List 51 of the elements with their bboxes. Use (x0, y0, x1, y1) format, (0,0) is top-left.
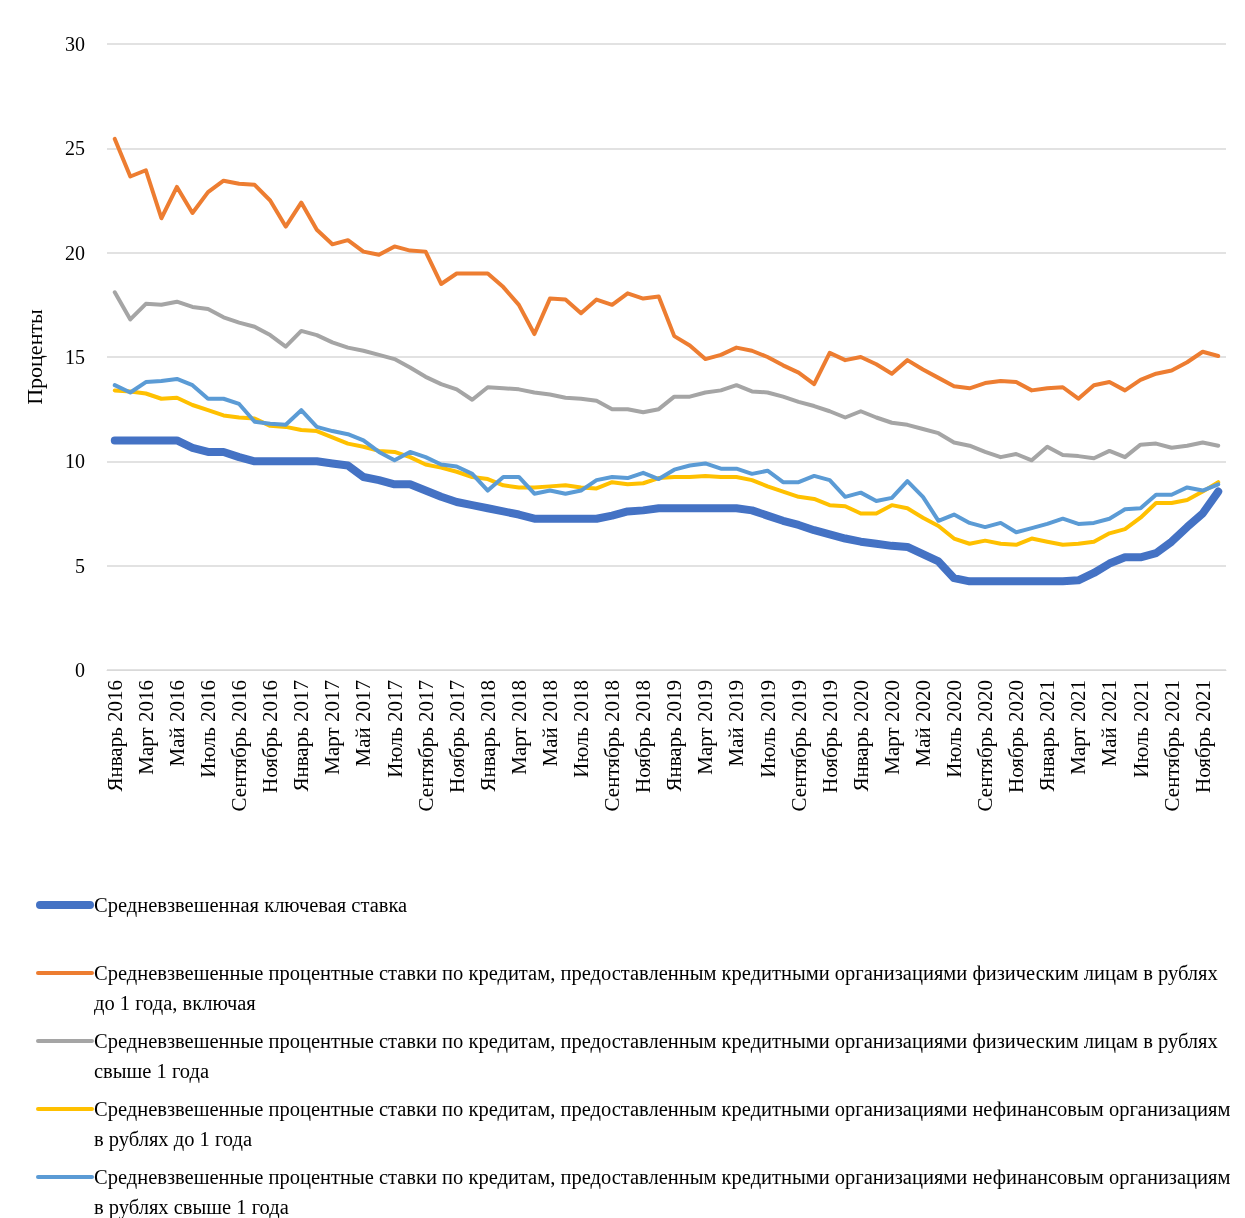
x-tick-label: Март 2019 (693, 680, 718, 775)
y-tick-label: 0 (75, 659, 85, 681)
x-tick-label: Январь 2017 (289, 680, 314, 792)
y-tick-label: 10 (65, 450, 85, 473)
x-tick-label: Июль 2019 (755, 680, 780, 778)
legend-label: Средневзвешенные процентные ставки по кредитам, предоставленным кредитными организациями нефинансовым организациям в рублях до 1 года (94, 1097, 1232, 1153)
x-tick-label: Сентябрь 2021 (1159, 680, 1184, 812)
x-tick-label: Май 2019 (724, 680, 749, 767)
legend-label: Средневзвешенная ключевая ставка (94, 893, 409, 919)
y-tick-label: 15 (65, 346, 85, 368)
x-tick-label: Ноябрь 2018 (631, 680, 656, 793)
line-series (112, 136, 1221, 401)
x-tick-label: Март 2017 (320, 680, 345, 775)
x-tick-label: Март 2020 (879, 680, 904, 775)
x-tick-label: Январь 2020 (848, 680, 873, 792)
x-tick-label: Июль 2020 (942, 680, 967, 778)
x-tick-label: Май 2017 (351, 680, 376, 767)
x-tick-label: Май 2021 (1097, 680, 1122, 767)
legend-label: Средневзвешенные процентные ставки по кредитам, предоставленным кредитными организациями физическим лицам в рублях до 1 года, включая (94, 961, 1219, 1017)
legend-label: Средневзвешенные процентные ставки по кредитам, предоставленным кредитными организациями физическим лицам в рублях свыше 1 года (94, 1029, 1219, 1085)
x-tick-label: Июль 2016 (196, 680, 221, 778)
line-series (112, 290, 1221, 463)
x-tick-label: Январь 2019 (662, 680, 687, 792)
x-tick-label: Июль 2018 (569, 680, 594, 778)
x-tick-label: Январь 2018 (475, 680, 500, 792)
x-tick-label: Январь 2021 (1035, 680, 1060, 792)
x-tick-label: Ноябрь 2020 (1004, 680, 1029, 793)
x-tick-label: Сентябрь 2017 (413, 680, 438, 812)
x-tick-label: Июль 2017 (382, 680, 407, 778)
x-tick-label: Июль 2021 (1128, 680, 1153, 778)
x-tick-label: Ноябрь 2019 (817, 680, 842, 793)
x-tick-label: Сентябрь 2018 (600, 680, 625, 812)
x-tick-label: Март 2018 (506, 680, 531, 775)
x-tick-label: Сентябрь 2020 (973, 680, 998, 812)
x-tick-label: Ноябрь 2017 (444, 680, 469, 793)
x-tick-label: Май 2016 (164, 680, 189, 767)
x-tick-label: Март 2016 (133, 680, 158, 775)
x-tick-label: Март 2021 (1066, 680, 1091, 775)
y-tick-label: 25 (65, 137, 85, 160)
y-axis-title: Проценты (21, 308, 47, 405)
x-tick-label: Январь 2016 (102, 680, 127, 792)
x-tick-label: Сентябрь 2019 (786, 680, 811, 812)
legend-label: Средневзвешенные процентные ставки по кредитам, предоставленным кредитными организациями нефинансовым организациям в рублях свыше 1 года (94, 1165, 1232, 1218)
x-tick-label: Ноябрь 2021 (1190, 680, 1215, 793)
y-tick-label: 30 (65, 33, 85, 55)
y-tick-label: 5 (75, 554, 85, 577)
y-tick-label: 20 (65, 241, 85, 264)
x-tick-label: Ноябрь 2016 (258, 680, 283, 793)
x-tick-label: Май 2018 (537, 680, 562, 767)
x-tick-label: Май 2020 (910, 680, 935, 767)
x-tick-label: Сентябрь 2016 (227, 680, 252, 812)
